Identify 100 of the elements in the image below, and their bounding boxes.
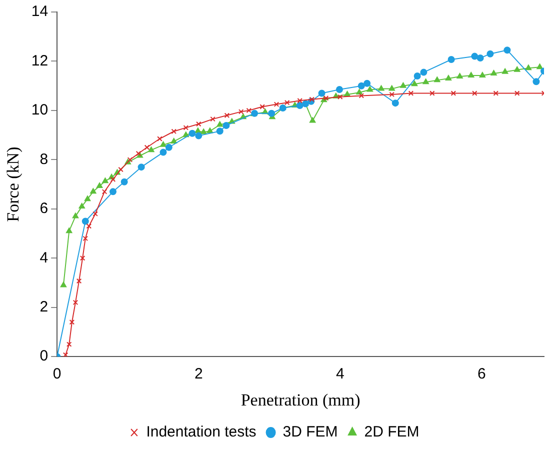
point	[86, 224, 92, 229]
point	[366, 86, 373, 92]
point	[92, 211, 98, 216]
point	[430, 90, 435, 96]
point	[309, 117, 316, 123]
point	[468, 72, 474, 78]
point	[344, 90, 350, 96]
point	[196, 121, 202, 127]
point	[78, 202, 85, 208]
point	[268, 110, 276, 117]
point	[224, 112, 230, 118]
point	[72, 300, 78, 306]
point	[338, 94, 343, 100]
point	[206, 128, 214, 134]
point	[525, 64, 532, 70]
legend-label: 3D FEM	[282, 424, 338, 441]
point	[502, 68, 508, 74]
point	[422, 78, 429, 84]
point	[514, 66, 520, 72]
y-tick-label: 6	[40, 200, 48, 218]
point	[450, 90, 456, 96]
point	[318, 90, 326, 97]
x-tick-label: 4	[336, 366, 344, 383]
point	[297, 98, 302, 104]
point	[389, 92, 394, 98]
legend-label: Indentation tests	[146, 424, 256, 441]
point	[514, 90, 520, 96]
y-tick-label: 4	[40, 249, 48, 266]
point	[80, 256, 86, 261]
point	[165, 144, 172, 151]
y-tick-label: 14	[31, 3, 48, 20]
point	[400, 82, 406, 88]
point	[62, 352, 68, 357]
y-tick-label: 10	[31, 102, 48, 119]
point	[160, 148, 167, 156]
point	[120, 178, 128, 186]
y-tick-label: 12	[31, 52, 48, 70]
point	[309, 96, 314, 102]
point	[358, 93, 364, 98]
point	[84, 196, 91, 202]
point	[448, 56, 455, 64]
point	[471, 52, 478, 60]
point	[69, 320, 75, 325]
point	[72, 212, 79, 218]
point	[200, 128, 207, 134]
point	[183, 125, 189, 130]
x-axis-title: Penetration (mm)	[240, 390, 360, 410]
y-axis-title: Force (kN)	[4, 146, 23, 222]
point	[411, 80, 418, 86]
point	[493, 90, 498, 96]
point	[356, 88, 362, 94]
point	[274, 102, 280, 107]
point	[102, 178, 108, 184]
point	[420, 68, 428, 76]
point	[82, 218, 89, 225]
point	[238, 109, 244, 114]
point	[170, 138, 177, 144]
point	[260, 104, 265, 110]
point	[66, 228, 72, 234]
point	[60, 282, 67, 288]
x-tick-label: 6	[478, 366, 486, 383]
point	[157, 136, 162, 142]
point	[296, 102, 304, 110]
y-tick-label: 8	[40, 150, 48, 168]
point	[171, 128, 176, 134]
point	[392, 100, 399, 107]
point	[388, 85, 395, 91]
point	[110, 176, 116, 182]
point	[90, 188, 96, 194]
point	[210, 116, 216, 122]
point	[532, 78, 540, 86]
point	[364, 80, 371, 87]
point	[358, 82, 365, 90]
point	[246, 108, 252, 114]
point	[96, 182, 103, 188]
point	[476, 54, 484, 62]
y-tick-label: 2	[40, 298, 48, 316]
point	[216, 128, 224, 135]
point	[127, 157, 133, 162]
point	[66, 342, 72, 347]
legend-label: 2D FEM	[364, 424, 420, 441]
point	[148, 146, 154, 152]
point	[222, 122, 230, 129]
point	[323, 96, 329, 101]
point	[144, 144, 150, 150]
y-tick-label: 0	[40, 348, 48, 365]
point	[414, 72, 421, 80]
point	[378, 85, 384, 91]
point	[504, 46, 511, 54]
point	[188, 130, 196, 137]
point	[138, 164, 145, 171]
point	[490, 70, 497, 76]
point	[195, 132, 202, 140]
point	[82, 236, 88, 242]
point	[472, 90, 478, 96]
x-tick-label: 0	[52, 366, 62, 383]
point	[118, 166, 124, 172]
point	[479, 72, 486, 78]
point	[216, 121, 223, 127]
point	[456, 72, 463, 78]
